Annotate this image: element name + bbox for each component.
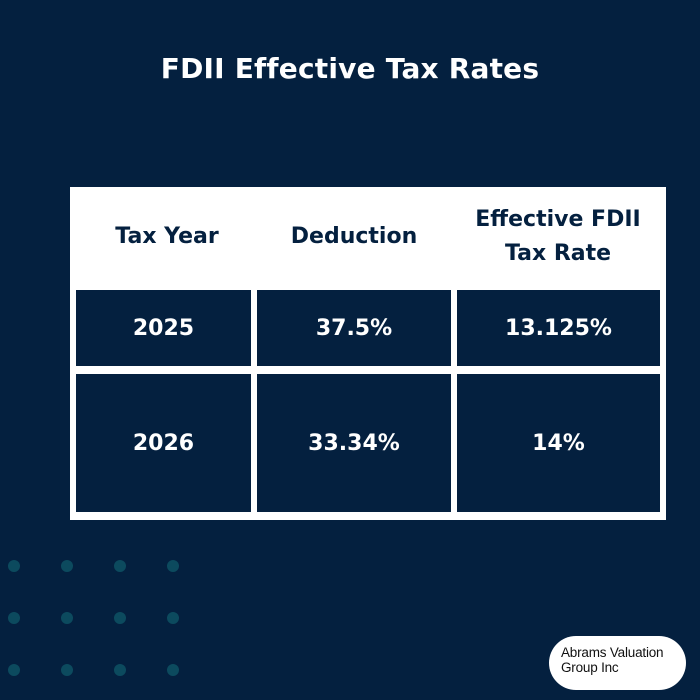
dot (61, 612, 73, 624)
header-tax-year: Tax Year (115, 224, 219, 249)
cell-rate-2025: 13.125% (457, 290, 660, 366)
cell-year-2025: 2025 (76, 290, 251, 366)
header-effective-rate: Effective FDII Tax Rate (456, 187, 660, 287)
dot (61, 560, 73, 572)
dot (114, 612, 126, 624)
page-title: FDII Effective Tax Rates (160, 52, 540, 85)
dot (8, 664, 20, 676)
header-deduction: Deduction (290, 224, 418, 249)
cell-deduction-2025: 37.5% (257, 290, 451, 366)
cell-rate-2026: 14% (457, 374, 660, 512)
header-effective-rate-line1: Effective FDII (475, 207, 641, 232)
logo-line2: Group Inc (561, 660, 619, 675)
dot (167, 560, 179, 572)
cell-deduction-2026: 33.34% (257, 374, 451, 512)
cell-year-2026: 2026 (76, 374, 251, 512)
dot (61, 664, 73, 676)
dot (114, 664, 126, 676)
dot (167, 612, 179, 624)
company-logo: Abrams Valuation Group Inc (549, 636, 686, 690)
dot (167, 664, 179, 676)
header-effective-rate-line2: Tax Rate (504, 241, 612, 266)
dot (8, 612, 20, 624)
dot (114, 560, 126, 572)
tax-rate-table: Tax Year Deduction Effective FDII Tax Ra… (70, 187, 666, 520)
logo-line1: Abrams Valuation (561, 645, 664, 660)
dot (8, 560, 20, 572)
